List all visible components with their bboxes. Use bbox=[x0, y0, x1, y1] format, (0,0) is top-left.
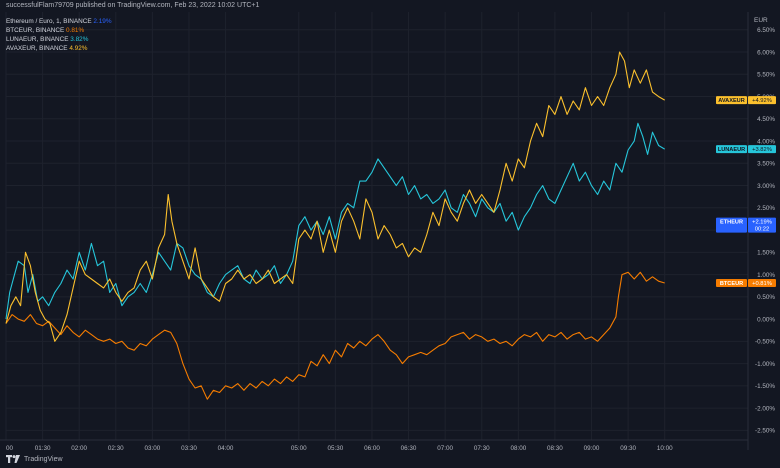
x-axis: 00 01:30 02:00 02:30 03:00 03:30 04:00 05:00 05:… bbox=[0, 439, 780, 452]
badge-name: AVAXEUR bbox=[718, 98, 745, 104]
x-tick-label: 09:30 bbox=[620, 445, 636, 452]
badge-value: +0.81% bbox=[752, 281, 772, 287]
y-tick-label: 1.50% bbox=[757, 250, 775, 257]
publish-header: successfulFlam79709 published on Trading… bbox=[0, 0, 780, 12]
footer-brand: TradingView bbox=[24, 455, 63, 463]
x-tick-label: 07:00 bbox=[437, 445, 453, 452]
legend-item: AVAXEUR, BINANCE 4.92% bbox=[6, 45, 88, 52]
x-tick-label: 01:30 bbox=[35, 445, 51, 452]
x-tick-label: 02:00 bbox=[71, 445, 87, 452]
series-line-lunaeur bbox=[5, 122, 665, 320]
footer: TradingView bbox=[0, 450, 780, 468]
badge-value: +4.92% bbox=[752, 98, 772, 104]
x-tick-label: 05:30 bbox=[327, 445, 343, 452]
y-axis: EUR6.50%6.00%5.50%5.00%4.50%4.00%3.50%3.… bbox=[747, 12, 780, 462]
x-tick-label: 04:00 bbox=[218, 445, 234, 452]
y-tick-label: 0.50% bbox=[757, 294, 775, 301]
x-tick-label: 00 bbox=[6, 445, 14, 452]
badge-value-btceur bbox=[748, 279, 776, 288]
y-tick-label: 6.00% bbox=[757, 49, 775, 56]
y-tick-label: 5.50% bbox=[757, 72, 775, 79]
y-tick-label: -1.00% bbox=[755, 361, 775, 368]
price-scale-bg bbox=[748, 12, 780, 462]
y-tick-label: -0.50% bbox=[755, 339, 775, 346]
y-tick-label: -2.00% bbox=[755, 405, 775, 412]
series-line-avaxeur bbox=[5, 51, 665, 342]
x-tick-label: 06:30 bbox=[401, 445, 417, 452]
series-layer bbox=[5, 51, 665, 400]
x-tick-label: 10:00 bbox=[657, 445, 673, 452]
x-tick-label: 07:30 bbox=[474, 445, 490, 452]
y-tick-label: 4.00% bbox=[757, 138, 775, 145]
badge-name: ETHEUR bbox=[720, 220, 743, 226]
badge-value: +3.82% bbox=[752, 147, 772, 153]
price-badges: AVAXEUR +4.92% LUNAEUR +3.82% ETHEUR +2.19%00… bbox=[716, 96, 776, 288]
axis-unit-label: EUR bbox=[754, 17, 768, 24]
y-tick-label: 6.50% bbox=[757, 27, 775, 34]
y-tick-label: 3.00% bbox=[757, 183, 775, 190]
x-tick-label: 03:30 bbox=[181, 445, 197, 452]
y-tick-label: -2.50% bbox=[755, 428, 775, 435]
x-tick-label: 03:00 bbox=[144, 445, 160, 452]
badge-value-lunaeur bbox=[748, 145, 776, 154]
badge-label-etheur bbox=[716, 217, 747, 233]
x-tick-label: 05:00 bbox=[291, 445, 307, 452]
badge-label-avaxeur bbox=[716, 96, 747, 105]
badge-value: +2.19% bbox=[752, 220, 772, 226]
legend-item: LUNAEUR, BINANCE 3.82% bbox=[6, 36, 89, 43]
legend-item: BTCEUR, BINANCE 0.81% bbox=[6, 27, 84, 34]
x-tick-label: 09:00 bbox=[584, 445, 600, 452]
badge-label-btceur bbox=[716, 279, 747, 288]
tradingview-logo-icon bbox=[6, 455, 20, 463]
y-tick-label: 2.50% bbox=[757, 205, 775, 212]
y-tick-label: 0.00% bbox=[757, 316, 775, 323]
x-tick-label: 06:00 bbox=[364, 445, 380, 452]
badge-label-lunaeur bbox=[716, 145, 747, 154]
chart-area[interactable]: 00 01:30 02:00 02:30 03:00 03:30 04:00 05:00 05:… bbox=[0, 12, 780, 462]
grid bbox=[5, 12, 748, 440]
badge-value-avaxeur bbox=[748, 96, 776, 105]
badge-name: BTCEUR bbox=[720, 281, 743, 287]
badge-value-etheur bbox=[748, 217, 776, 233]
badge-name: LUNAEUR bbox=[718, 147, 745, 153]
x-tick-label: 08:30 bbox=[547, 445, 563, 452]
legend: Ethereum / Euro, 1, BINANCE 2.19% BTCEUR,… bbox=[6, 18, 112, 52]
x-tick-label: 02:30 bbox=[108, 445, 124, 452]
series-line-btceur bbox=[5, 271, 665, 400]
y-tick-label: -1.50% bbox=[755, 383, 775, 390]
legend-item: Ethereum / Euro, 1, BINANCE 2.19% bbox=[6, 18, 112, 25]
x-tick-label: 08:00 bbox=[510, 445, 526, 452]
y-tick-label: 1.00% bbox=[757, 272, 775, 279]
badge-countdown: 00:22 bbox=[755, 227, 770, 233]
y-tick-label: 4.50% bbox=[757, 116, 775, 123]
y-tick-label: 3.50% bbox=[757, 161, 775, 168]
